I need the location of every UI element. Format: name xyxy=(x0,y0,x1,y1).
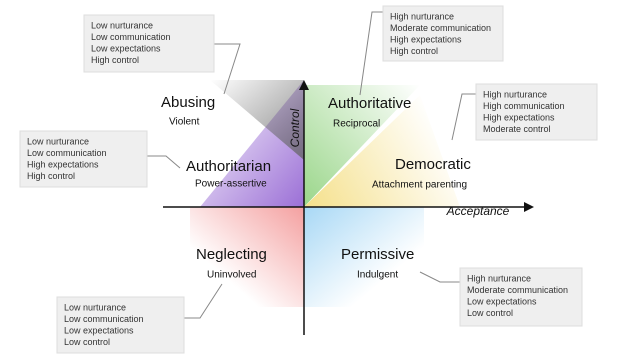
abusing-area xyxy=(210,80,304,160)
trait: High expectations xyxy=(483,112,555,122)
trait: Low control xyxy=(467,308,513,318)
x-axis-label: Acceptance xyxy=(446,204,510,218)
connector xyxy=(214,43,241,95)
trait: Low nurturance xyxy=(64,302,126,312)
style-description: Power-assertive xyxy=(195,179,267,190)
trait-box xyxy=(83,14,215,73)
trait: Low communication xyxy=(64,314,144,324)
style-name: Authoritarian xyxy=(186,158,271,175)
trait: Low control xyxy=(64,337,110,347)
trait-box xyxy=(382,5,504,62)
trait: High control xyxy=(91,55,139,65)
style-description: Uninvolved xyxy=(207,270,256,281)
neglecting-area xyxy=(190,207,304,307)
trait-box xyxy=(56,296,185,354)
style-description: Attachment parenting xyxy=(372,180,467,191)
trait: Low nurturance xyxy=(27,136,89,146)
style-name: Authoritative xyxy=(328,95,411,112)
trait: High nurturance xyxy=(483,89,547,99)
authoritative-area xyxy=(304,85,420,207)
style-description: Reciprocal xyxy=(333,119,380,130)
style-description: Violent xyxy=(169,117,200,128)
trait-box xyxy=(459,267,583,327)
trait: High control xyxy=(390,46,438,56)
trait: Moderate control xyxy=(483,124,551,134)
trait: Low expectations xyxy=(467,296,537,306)
style-name: Neglecting xyxy=(196,246,267,263)
connector xyxy=(451,93,476,141)
trait: High nurturance xyxy=(467,273,531,283)
connector xyxy=(359,11,383,96)
styles: Abusing Violent Low nurturance Low communic… xyxy=(19,5,598,354)
connector xyxy=(147,155,181,169)
connector xyxy=(184,283,223,319)
permissive-area xyxy=(304,207,424,307)
style-name: Democratic xyxy=(395,156,471,173)
trait: High nurturance xyxy=(390,11,454,21)
trait: Moderate communication xyxy=(467,285,568,295)
connector xyxy=(419,271,460,283)
x-axis-arrow xyxy=(524,202,534,212)
y-axis-arrow xyxy=(299,80,309,90)
trait-box xyxy=(475,83,598,141)
style-name: Permissive xyxy=(341,246,414,263)
y-axis-label: Control xyxy=(288,108,302,147)
trait: Low communication xyxy=(91,32,171,42)
style-description: Indulgent xyxy=(357,270,398,281)
style-name: Abusing xyxy=(161,94,215,111)
trait: Moderate communication xyxy=(390,23,491,33)
trait: High expectations xyxy=(27,159,99,169)
democratic-area xyxy=(304,95,460,207)
trait: Low expectations xyxy=(64,325,134,335)
trait: High expectations xyxy=(390,34,462,44)
trait: Low nurturance xyxy=(91,20,153,30)
trait: High control xyxy=(27,171,75,181)
trait: High communication xyxy=(483,101,565,111)
trait: Low expectations xyxy=(91,43,161,53)
trait-box xyxy=(19,130,148,188)
trait: Low communication xyxy=(27,148,107,158)
connectors xyxy=(147,11,476,319)
